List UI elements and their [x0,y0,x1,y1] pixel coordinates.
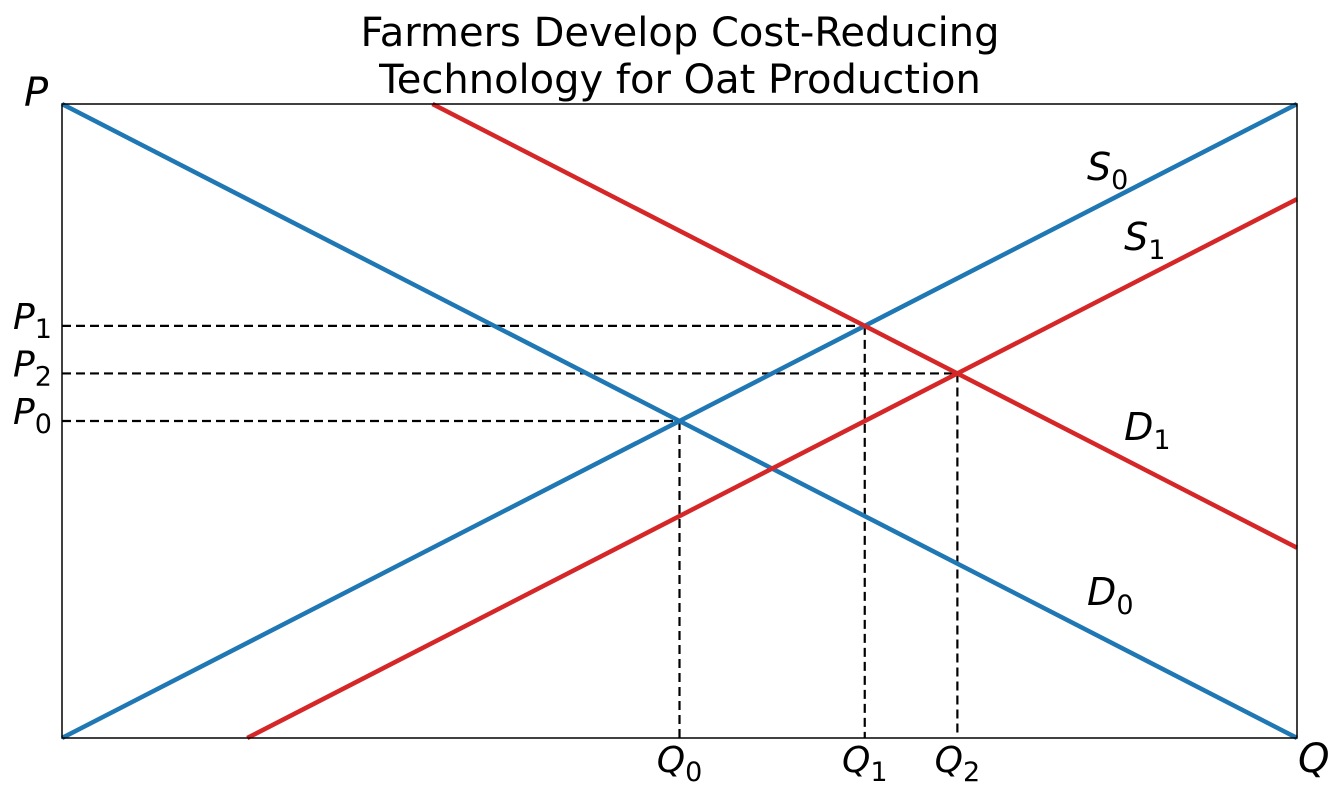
quantity-tick-0: Q0 [657,740,703,788]
curve-d1 [431,101,1299,550]
curve-label-s0: S0 [1087,145,1128,196]
quantity-tick-2: Q2 [935,740,981,788]
curve-d0 [60,101,1299,741]
x-axis-label: Q [1298,736,1329,782]
quantity-tick-1: Q1 [842,740,888,788]
price-tick-1: P1 [13,297,52,345]
curve-label-d0: D0 [1087,570,1133,621]
plot-frame [61,103,1298,739]
curve-label-d1: D1 [1124,405,1170,456]
chart-title-line-2: Technology for Oat Production [378,57,981,103]
y-axis-label: P [24,70,49,116]
curve-label-s1: S1 [1124,215,1165,266]
curve-s1 [246,197,1299,741]
price-tick-2: P2 [13,344,52,392]
price-tick-0: P0 [13,392,52,440]
chart-title-line-1: Farmers Develop Cost-Reducing [360,10,999,56]
tick-labels: P0 Q0 P1 Q1 P2 Q2 [13,297,980,788]
equilibrium-guides [62,324,959,738]
curves [60,101,1299,741]
curve-labels: S0 S1 D1 D0 [1087,145,1171,621]
